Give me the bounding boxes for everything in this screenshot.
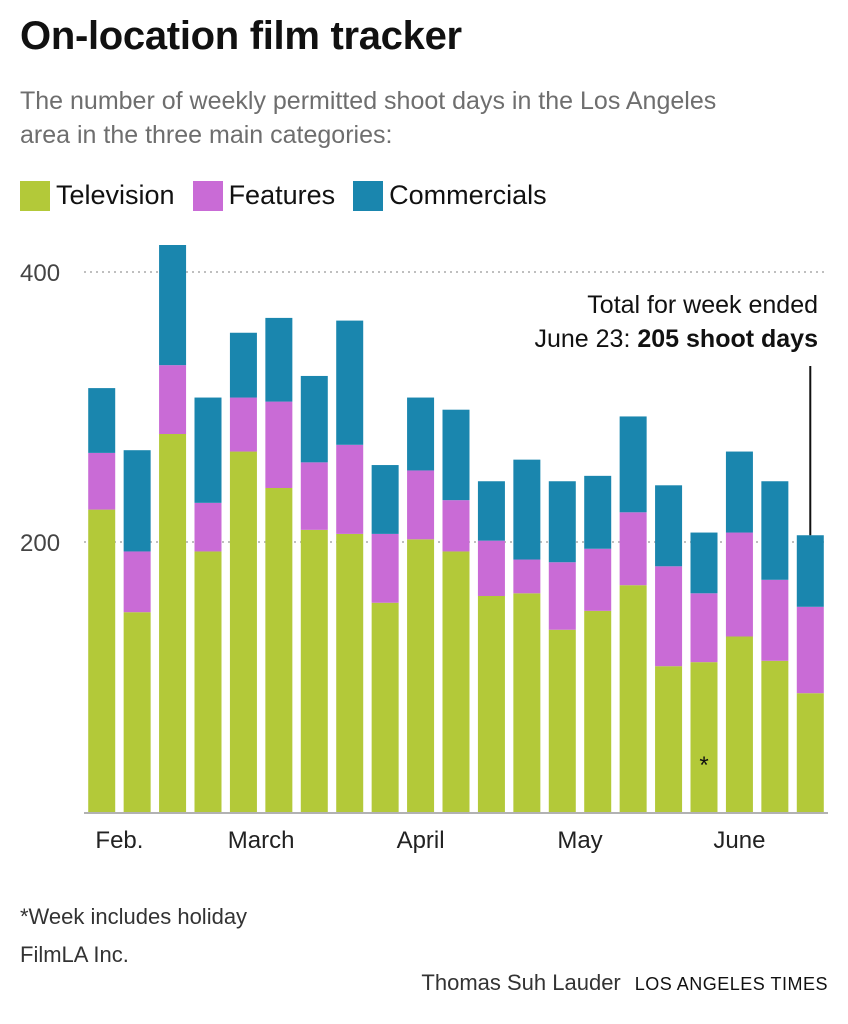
bar-commercials-9 xyxy=(407,397,435,471)
bar-features-20 xyxy=(796,606,824,694)
bar-television-14 xyxy=(584,610,612,812)
annotation-line-1: Total for week ended xyxy=(587,291,818,319)
bar-features-8 xyxy=(371,533,399,603)
x-tick-label-june: June xyxy=(713,827,765,854)
bar-television-3 xyxy=(194,551,222,812)
annotation-line-2: June 23: 205 shoot days xyxy=(535,325,819,353)
y-tick-label-400: 400 xyxy=(20,260,60,287)
bar-commercials-19 xyxy=(761,481,789,580)
bar-television-17 xyxy=(690,662,718,812)
legend-item-features: Features xyxy=(192,180,336,211)
bar-television-7 xyxy=(336,533,364,812)
legend-item-commercials: Commercials xyxy=(353,180,547,211)
bar-commercials-11 xyxy=(477,481,505,541)
legend-swatch-commercials xyxy=(353,180,384,211)
bar-features-17 xyxy=(690,593,718,663)
bar-commercials-4 xyxy=(229,332,257,398)
bar-television-16 xyxy=(655,666,683,812)
holiday-footnote-marker: * xyxy=(699,752,708,779)
bar-features-10 xyxy=(442,500,470,552)
legend-swatch-television xyxy=(20,180,50,211)
credits: Thomas Suh Lauder LOS ANGELES TIMES xyxy=(421,970,828,996)
bar-features-0 xyxy=(88,452,116,510)
bar-television-11 xyxy=(477,596,505,812)
legend-swatch-features xyxy=(192,180,223,211)
chart-subtitle: The number of weekly permitted shoot day… xyxy=(20,87,717,149)
bar-commercials-17 xyxy=(690,532,718,594)
bar-commercials-10 xyxy=(442,409,470,501)
bar-television-4 xyxy=(229,451,257,812)
bar-features-19 xyxy=(761,579,789,661)
bar-features-6 xyxy=(300,462,328,530)
bar-television-18 xyxy=(725,636,753,812)
footnote: *Week includes holiday xyxy=(20,904,248,929)
bar-commercials-6 xyxy=(300,375,328,463)
bar-television-20 xyxy=(796,693,824,812)
bar-features-12 xyxy=(513,559,541,594)
bar-television-6 xyxy=(300,529,328,812)
bar-features-15 xyxy=(619,512,647,586)
bar-commercials-1 xyxy=(123,450,151,552)
bar-features-1 xyxy=(123,551,151,613)
bar-television-13 xyxy=(548,629,576,812)
bar-commercials-18 xyxy=(725,451,753,533)
legend-item-television: Television xyxy=(20,180,175,211)
bar-features-5 xyxy=(265,401,293,488)
bar-television-2 xyxy=(159,434,187,812)
bar-features-16 xyxy=(655,566,683,667)
bar-commercials-20 xyxy=(796,535,824,607)
source-note: FilmLA Inc. xyxy=(20,942,129,967)
legend-label-features: Features xyxy=(228,180,336,210)
bar-television-8 xyxy=(371,602,399,812)
bar-television-9 xyxy=(407,539,435,812)
y-tick-label-200: 200 xyxy=(20,530,60,557)
bar-commercials-16 xyxy=(655,485,683,567)
bar-television-15 xyxy=(619,585,647,812)
bar-television-10 xyxy=(442,551,470,812)
bar-commercials-3 xyxy=(194,397,222,503)
x-tick-label-feb: Feb. xyxy=(95,827,143,854)
bar-features-2 xyxy=(159,365,187,434)
bars-layer xyxy=(88,245,824,812)
bar-commercials-0 xyxy=(88,388,116,453)
bar-television-5 xyxy=(265,488,293,812)
annotation-total: 205 shoot days xyxy=(637,325,818,353)
x-tick-label-april: April xyxy=(397,827,445,854)
bar-features-13 xyxy=(548,562,576,630)
bar-features-11 xyxy=(477,540,505,596)
bar-features-3 xyxy=(194,502,222,552)
bar-commercials-8 xyxy=(371,465,399,534)
bar-television-19 xyxy=(761,660,789,812)
x-tick-label-march: March xyxy=(228,827,295,854)
legend-label-commercials: Commercials xyxy=(389,180,547,210)
chart-legend: Television Features Commercials xyxy=(20,180,565,211)
stacked-bar-chart: 200 400 Feb. March April May June Total for we… xyxy=(20,245,828,854)
bar-television-12 xyxy=(513,593,541,812)
bar-television-0 xyxy=(88,509,116,812)
page-title: On-location film tracker xyxy=(20,14,462,58)
legend-label-television: Television xyxy=(56,180,175,210)
bar-features-4 xyxy=(229,397,257,452)
annotation-prefix: June 23: xyxy=(535,325,638,353)
annotation: Total for week ended June 23: 205 shoot … xyxy=(535,291,819,536)
byline: Thomas Suh Lauder xyxy=(421,970,621,995)
bar-commercials-13 xyxy=(548,481,576,563)
bar-commercials-2 xyxy=(159,245,187,366)
bar-features-9 xyxy=(407,470,435,540)
bar-commercials-15 xyxy=(619,416,647,513)
bar-commercials-14 xyxy=(584,475,612,549)
bar-commercials-5 xyxy=(265,317,293,402)
bar-commercials-12 xyxy=(513,459,541,560)
bar-commercials-7 xyxy=(336,320,364,445)
bar-television-1 xyxy=(123,612,151,812)
x-tick-label-may: May xyxy=(557,827,602,854)
bar-features-18 xyxy=(725,532,753,637)
axis-layer: 200 400 Feb. March April May June xyxy=(20,260,828,854)
publisher-logo: LOS ANGELES TIMES xyxy=(634,974,828,994)
bar-features-14 xyxy=(584,548,612,611)
bar-features-7 xyxy=(336,444,364,534)
